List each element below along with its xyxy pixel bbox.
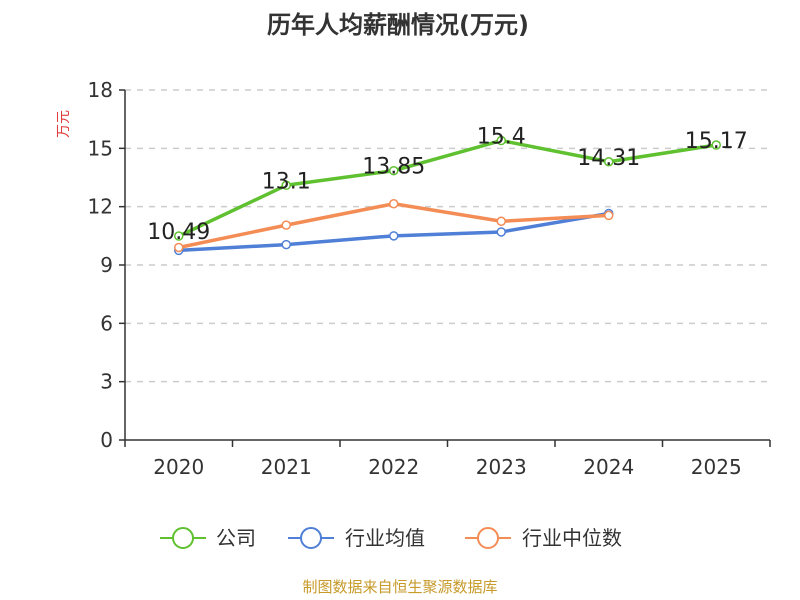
data-point xyxy=(496,135,506,146)
y-tick-label: 12 xyxy=(88,195,113,219)
x-tick-label: 2024 xyxy=(583,455,634,479)
y-axis-label: 万元 xyxy=(56,110,72,138)
y-tick-label: 15 xyxy=(88,136,113,160)
legend[interactable]: 公司 行业均值 行业中位数 xyxy=(160,526,622,550)
data-point xyxy=(604,157,614,167)
y-tick-label: 9 xyxy=(100,253,113,277)
data-label: 15.4 xyxy=(477,125,526,150)
x-tick-label: 2023 xyxy=(476,455,527,479)
data-label: 13.85 xyxy=(362,155,425,180)
data-point xyxy=(281,180,291,191)
legend-marker xyxy=(300,527,322,549)
data-label: 15.17 xyxy=(685,129,748,154)
y-tick-label: 3 xyxy=(100,370,113,394)
source-note: 制图数据来自恒生聚源数据库 xyxy=(302,578,497,596)
data-point xyxy=(496,227,506,237)
legend-item-0[interactable]: 公司 xyxy=(160,526,256,550)
legend-label: 公司 xyxy=(216,526,256,550)
data-point xyxy=(174,231,184,241)
y-tick-label: 0 xyxy=(100,428,113,452)
data-point xyxy=(389,199,399,209)
legend-label: 行业均值 xyxy=(345,526,425,550)
series-layer xyxy=(174,135,721,256)
legend-marker xyxy=(172,527,194,549)
legend-item-1[interactable]: 行业均值 xyxy=(288,526,425,550)
data-point xyxy=(174,242,184,253)
data-labels: 10.49 13.1 13.85 15.4 14.31 15.17 xyxy=(147,125,747,245)
legend-label: 行业中位数 xyxy=(522,526,622,550)
data-label: 13.1 xyxy=(262,169,311,194)
data-label: 10.49 xyxy=(147,220,210,245)
x-tick-label: 2021 xyxy=(261,455,312,479)
x-tick-label: 2022 xyxy=(368,455,419,479)
data-point xyxy=(711,140,721,150)
data-label: 14.31 xyxy=(577,146,640,171)
data-point xyxy=(281,220,291,230)
x-tick-label: 2025 xyxy=(691,455,742,479)
data-point xyxy=(281,239,291,250)
data-point xyxy=(389,165,399,176)
gridlines xyxy=(125,89,770,383)
chart-title: 历年人均薪酬情况(万元) xyxy=(267,11,529,39)
data-point xyxy=(496,216,506,226)
y-tick-label: 18 xyxy=(88,78,113,102)
legend-marker xyxy=(477,527,499,549)
data-point xyxy=(389,231,399,241)
x-tick-label: 2020 xyxy=(153,455,204,479)
axes: 0 3 6 9 12 15 18 2020 2021 2022 2023 2024 2025 xyxy=(88,78,771,479)
y-tick-label: 6 xyxy=(100,311,113,335)
legend-item-2[interactable]: 行业中位数 xyxy=(465,526,622,550)
series-line-0 xyxy=(177,138,718,238)
data-point xyxy=(604,210,614,221)
